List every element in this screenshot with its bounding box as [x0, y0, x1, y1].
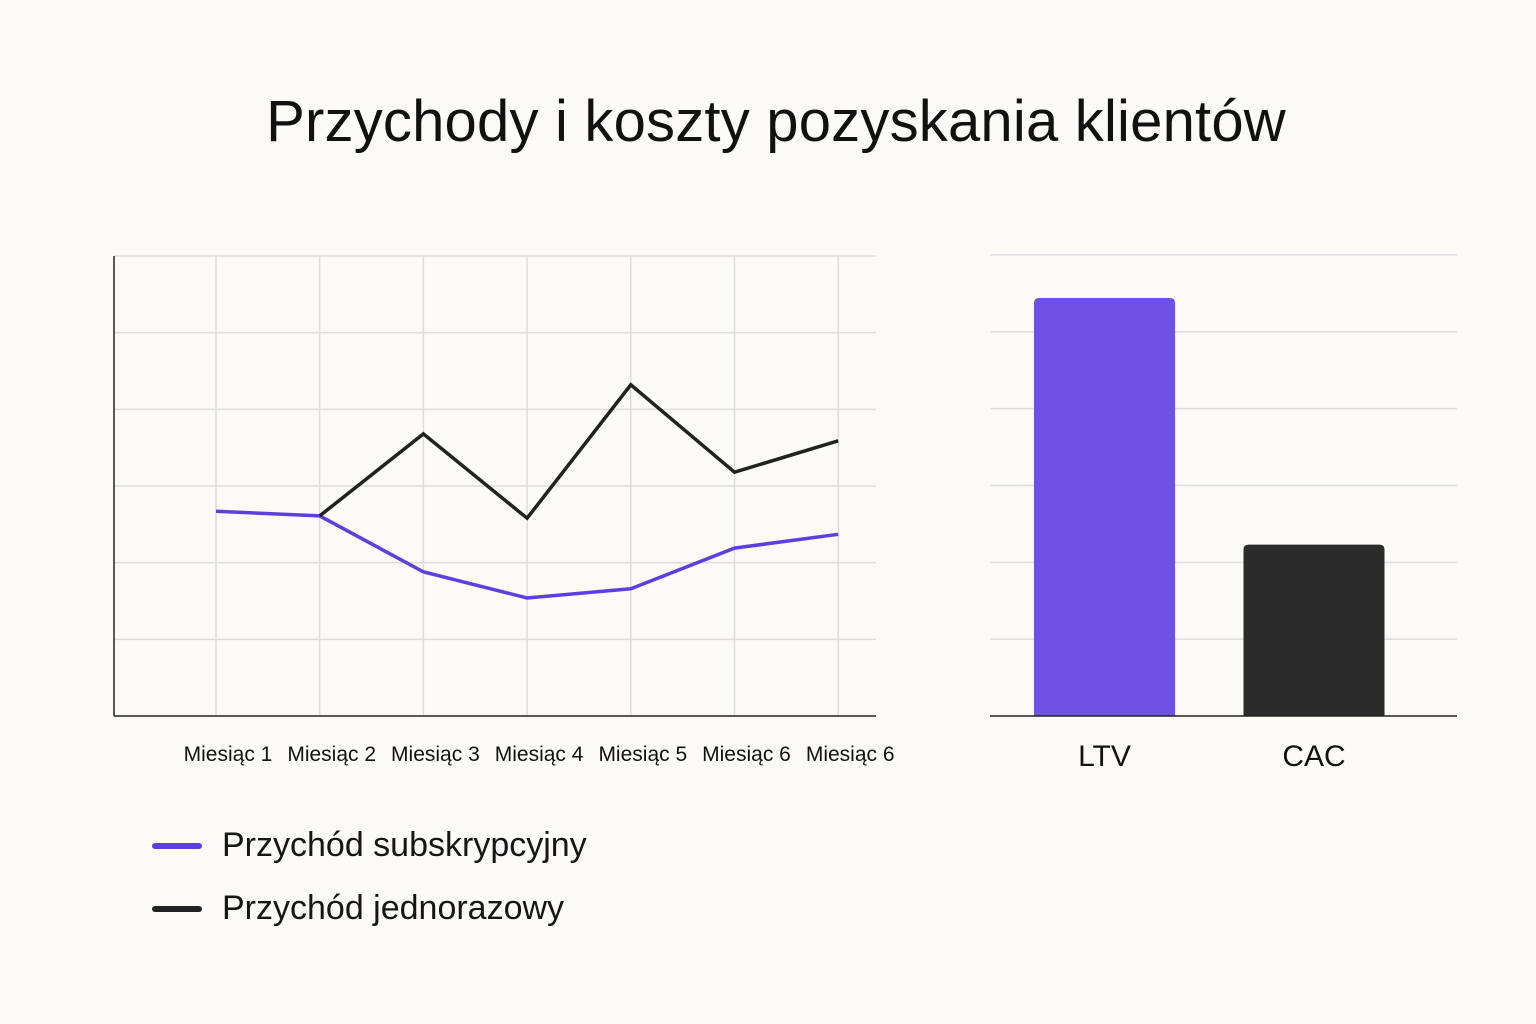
x-tick-label: Miesiąc 2: [287, 743, 376, 766]
legend-label: Przychód jednorazowy: [222, 889, 565, 927]
x-tick-label: Miesiąc 1: [184, 743, 273, 766]
legend-label: Przychód subskrypcyjny: [222, 826, 587, 864]
legend-item-one-time: Przychód jednorazowy: [152, 889, 564, 928]
legend-swatch-one-time: [152, 905, 202, 912]
series-line-one-time: [318, 382, 839, 521]
legend-swatch-subscription: [152, 842, 202, 849]
bar-category-label: CAC: [1282, 740, 1345, 773]
x-tick-label: Miesiąc 5: [598, 743, 687, 766]
x-tick-label: Miesiąc 6: [806, 743, 895, 766]
bar-cac: [1243, 544, 1385, 716]
x-tick-label: Miesiąc 4: [495, 743, 584, 766]
x-tick-label: Miesiąc 3: [391, 743, 480, 766]
x-tick-label: Miesiąc 6: [702, 743, 791, 766]
bar-ltv: [1034, 298, 1175, 716]
bar-category-label: LTV: [1078, 740, 1131, 773]
chart-title: Przychody i koszty pozyskania klientów: [266, 89, 1286, 154]
legend-item-subscription: Przychód subskrypcyjny: [152, 826, 587, 865]
